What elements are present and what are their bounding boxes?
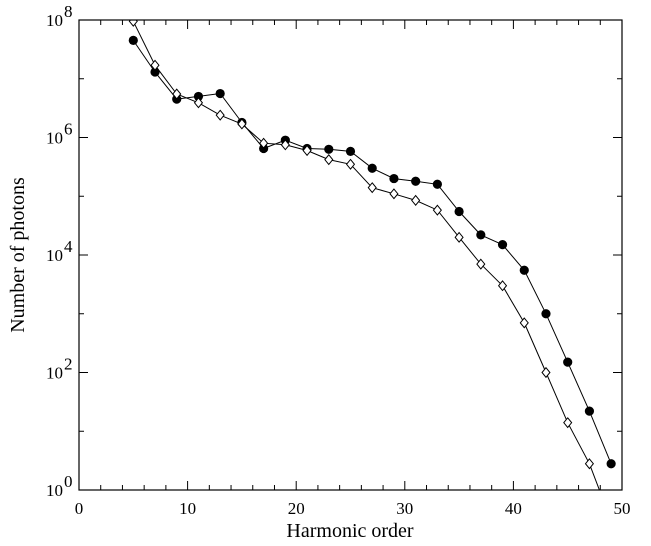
y-tick-exponent: 8 [64,2,73,21]
series-1-point [541,309,551,319]
plot-series [128,20,616,490]
series-2-point [172,88,182,100]
series-2-point [280,139,290,151]
series-1-point [584,406,595,416]
series-1-point [215,88,225,99]
x-tick-label: 20 [288,499,305,518]
series-2-point [519,317,529,329]
series-1-point [128,35,138,45]
series-1-point [193,91,204,102]
series-1-point [432,179,442,189]
series-2-point [476,258,486,270]
series-2-point [345,158,356,170]
series-1-point [367,163,377,173]
series-1-point [324,144,334,154]
series-1-line [132,40,612,464]
series-1-point [519,265,529,275]
y-tick-exponent: 2 [64,355,73,374]
series-1-point [411,176,421,186]
x-tick-label: 50 [614,499,631,518]
series-2-point [237,118,247,130]
y-tick-label: 10 [46,11,63,30]
series-2-point [150,59,160,71]
series-1-point [497,240,508,250]
series-2-point [584,458,595,470]
y-tick-exponent: 0 [64,472,73,491]
series-2-point [367,182,377,194]
series-2-point [215,109,225,121]
y-axis-title: Number of photons [7,177,29,333]
series-2-point [259,137,269,149]
y-tick-label: 10 [46,246,63,265]
series-1-point [563,357,573,367]
series-2-point [128,20,138,27]
series-2-point [193,97,204,109]
x-tick-label: 0 [75,499,84,518]
y-tick-exponent: 6 [64,120,73,139]
series-2-point [432,204,442,216]
series-2-point [563,417,573,429]
series-2-point [324,154,334,166]
y-tick-label: 10 [46,481,63,500]
ticks-layer [78,19,623,491]
series-1-point [150,67,160,77]
series-1-point [389,173,399,184]
series-2-point [454,231,464,243]
series-2-point [302,144,312,157]
y-tick-label: 10 [46,364,63,383]
x-tick-label: 30 [396,499,413,518]
plot-frame [78,19,623,491]
series-1-point [345,146,356,156]
y-tick-exponent: 4 [64,237,73,256]
series-2-point [389,188,399,200]
series-1-point [476,230,486,240]
series-2-point [497,280,508,292]
x-axis-title: Harmonic order [286,520,414,542]
series-2-point [411,194,421,206]
series-1-point [454,206,464,217]
x-tick-label: 40 [505,499,522,518]
y-tick-label: 10 [46,129,63,148]
x-tick-label: 10 [179,499,196,518]
series-2-line [132,21,600,490]
series-2-point [541,366,551,379]
series-1-point [606,459,616,469]
